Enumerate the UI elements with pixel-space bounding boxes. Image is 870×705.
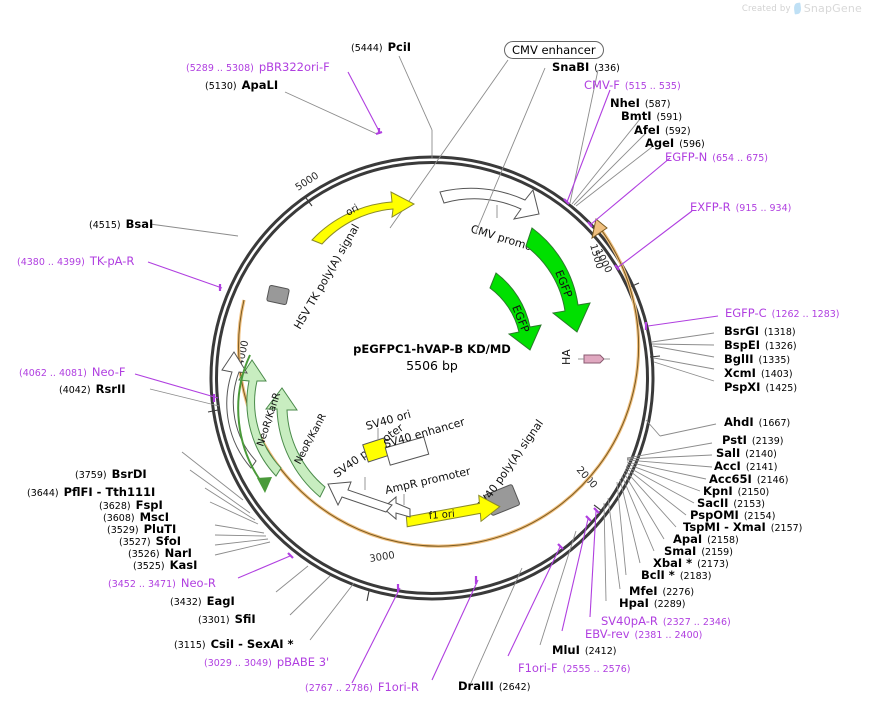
svg-text:3000: 3000 xyxy=(369,550,396,565)
watermark-made-by: Created by xyxy=(741,3,791,14)
label-mfeI: MfeI (2276) xyxy=(629,584,695,598)
label-ahdI: AhdI (1667) xyxy=(724,415,791,429)
label-draIII: DraIII (2642) xyxy=(458,679,531,693)
label-acc65I: Acc65I (2146) xyxy=(709,472,789,486)
watermark-brand: SnapGene xyxy=(803,2,862,15)
label-smaI: SmaI (2159) xyxy=(664,544,733,558)
label-f1ori-f: F1ori-F (2555 .. 2576) xyxy=(518,661,631,675)
label-kasI: (3525) KasI xyxy=(133,558,198,572)
snapgene-watermark: Created by SnapGene xyxy=(742,2,862,15)
ha-tag-feature: HA xyxy=(560,349,610,365)
label-pflfI-tth111I: (3644) PflFI - Tth111I xyxy=(27,485,156,499)
label-egfp-c: EGFP-C (1262 .. 1283) xyxy=(725,306,840,320)
label-mluI: MluI (2412) xyxy=(552,643,617,657)
plasmid-size: 5506 bp xyxy=(406,358,458,373)
label-sfoI: (3527) SfoI xyxy=(119,534,182,548)
label-xcmI: XcmI (1403) xyxy=(724,366,793,380)
label-snaBI: SnaBI (336) xyxy=(552,60,620,74)
label-ageI: AgeI (596) xyxy=(645,136,705,150)
ori-arrow: ori xyxy=(311,191,416,245)
leaders-top-left xyxy=(284,55,433,158)
label-egfp-n: EGFP-N (654 .. 675) xyxy=(665,150,768,164)
label-bsrDI: (3759) BsrDI xyxy=(75,467,147,481)
label-bclI: BclI * (2183) xyxy=(641,568,712,582)
label-salI: SalI (2140) xyxy=(716,446,777,460)
label-sfiI: (3301) SfiI xyxy=(198,612,256,626)
egfp-arrow-outer: EGFP xyxy=(525,227,591,333)
label-pbr322ori-f: (5289 .. 5308) pBR322ori-F xyxy=(186,60,330,74)
label-eagI: (3432) EagI xyxy=(170,594,235,608)
neo-orf-line xyxy=(237,354,266,488)
plasmid-name: pEGFPC1-hVAP-B KD/MD xyxy=(353,342,511,356)
label-pspOMI: PspOMI (2154) xyxy=(690,508,776,522)
label-narI: (3526) NarI xyxy=(128,546,192,560)
label-pciI: (5444) PciI xyxy=(351,40,412,54)
orange-arc-arrowhead xyxy=(591,218,608,240)
label-pluTI: (3529) PluTI xyxy=(107,522,177,536)
leaders-top-right xyxy=(563,69,719,330)
egfp-label-outer: EGFP xyxy=(552,268,575,300)
f1-ori-label: f1 ori xyxy=(428,509,455,522)
label-hpaI: HpaI (2289) xyxy=(619,596,686,610)
label-cmv-f: CMV-F (515 .. 535) xyxy=(584,78,681,92)
label-f1ori-r: (2767 .. 2786) F1ori-R xyxy=(305,680,419,694)
label-bspEI: BspEI (1326) xyxy=(724,338,797,352)
label-neo-r: (3452 .. 3471) Neo-R xyxy=(108,576,216,590)
label-tspMI-xmaI: TspMI - XmaI (2157) xyxy=(683,520,803,534)
cmv-enhancer-feature xyxy=(389,59,509,229)
orange-orf-arc-core xyxy=(238,227,640,547)
egfp-arrow-inner: EGFP xyxy=(489,272,542,351)
backbone-circle xyxy=(209,155,655,601)
leaders-right-big-fan xyxy=(507,442,713,657)
label-kpnI: KpnI (2150) xyxy=(703,484,770,498)
label-pspXI: PspXI (1425) xyxy=(724,380,798,394)
label-fspI: (3628) FspI xyxy=(99,498,163,512)
label-pstI: PstI (2139) xyxy=(722,433,784,447)
sv40-ori-enhancer: SV40 ori SV40 enhancer xyxy=(362,408,467,466)
label-rsrII: (4042) RsrII xyxy=(59,382,126,396)
label-afeI: AfeI (592) xyxy=(634,123,691,137)
feature-label-cmv-enhancer: CMV enhancer xyxy=(504,41,604,59)
egfp-label-inner: EGFP xyxy=(509,303,532,335)
label-tk-pa-r: (4380 .. 4399) TK-pA-R xyxy=(17,254,135,268)
label-nheI: NheI (587) xyxy=(610,96,671,110)
leaders-bottom xyxy=(181,451,523,686)
label-exfp-r: EXFP-R (915 .. 934) xyxy=(690,200,792,214)
label-apaLI: (5130) ApaLI xyxy=(205,78,279,92)
ampr-promoter-label: AmpR promoter xyxy=(384,464,473,496)
label-sacII: SacII (2153) xyxy=(697,496,766,510)
label-bsaI: (4515) BsaI xyxy=(89,217,154,231)
label-bsrGI: BsrGI (1318) xyxy=(724,324,796,338)
f1-ori-arrow: f1 ori xyxy=(405,494,501,528)
label-pbabe3: (3029 .. 3049) pBABE 3' xyxy=(204,655,330,669)
label-accI: AccI (2141) xyxy=(714,459,778,473)
leaders-right-enzymes xyxy=(645,332,717,437)
label-bglII: BglII (1335) xyxy=(724,352,791,366)
label-apaI: ApaI (2158) xyxy=(673,532,739,546)
orange-orf-arc xyxy=(237,227,641,548)
label-xbaI: XbaI * (2173) xyxy=(653,556,729,570)
neor-kanr-label-1: NeoR/KanR xyxy=(293,412,329,467)
leaders-left xyxy=(134,223,239,407)
neo-orf-arrowhead xyxy=(257,477,272,493)
label-csiI-sexaI: (3115) CsiI - SexAI * xyxy=(174,637,294,651)
label-neo-f: (4062 .. 4081) Neo-F xyxy=(19,365,126,379)
ha-label: HA xyxy=(560,349,573,365)
label-sv40pa-r: SV40pA-R (2327 .. 2346) xyxy=(601,614,731,628)
label-bmtI: BmtI (591) xyxy=(621,109,683,123)
label-ebv-rev: EBV-rev (2381 .. 2400) xyxy=(585,627,703,641)
label-mscI: (3608) MscI xyxy=(103,510,169,524)
